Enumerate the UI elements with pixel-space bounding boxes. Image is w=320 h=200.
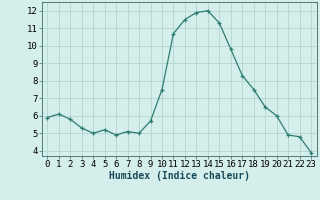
X-axis label: Humidex (Indice chaleur): Humidex (Indice chaleur)	[109, 171, 250, 181]
